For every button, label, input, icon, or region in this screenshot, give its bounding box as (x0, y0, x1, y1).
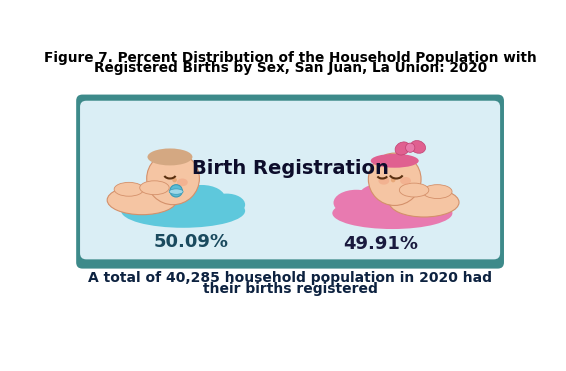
Ellipse shape (178, 185, 225, 212)
Text: Birth Registration: Birth Registration (192, 159, 388, 178)
Ellipse shape (177, 178, 188, 186)
Text: their births registered: their births registered (203, 282, 378, 296)
Ellipse shape (388, 189, 433, 214)
Ellipse shape (114, 183, 144, 196)
Circle shape (391, 178, 396, 183)
FancyBboxPatch shape (76, 95, 504, 269)
Text: A total of 40,285 household population in 2020 had: A total of 40,285 household population i… (88, 271, 492, 285)
Circle shape (368, 153, 421, 206)
Ellipse shape (400, 177, 411, 185)
Ellipse shape (148, 148, 192, 165)
Ellipse shape (379, 177, 389, 185)
Ellipse shape (147, 179, 199, 211)
Ellipse shape (423, 185, 452, 198)
Ellipse shape (371, 154, 419, 168)
Ellipse shape (140, 181, 169, 195)
Ellipse shape (389, 188, 459, 217)
Text: 49.91%: 49.91% (343, 235, 418, 253)
Ellipse shape (417, 197, 452, 218)
Circle shape (172, 178, 177, 183)
Ellipse shape (122, 186, 169, 214)
Text: 50.09%: 50.09% (153, 233, 228, 251)
Text: Figure 7. Percent Distribution of the Household Population with: Figure 7. Percent Distribution of the Ho… (44, 50, 537, 65)
FancyBboxPatch shape (80, 101, 500, 259)
Circle shape (406, 143, 415, 152)
Ellipse shape (107, 186, 177, 215)
Ellipse shape (333, 190, 379, 216)
Text: Registered Births by Sex, San Juan, La Union: 2020: Registered Births by Sex, San Juan, La U… (93, 60, 487, 75)
Ellipse shape (208, 194, 245, 216)
Circle shape (147, 152, 199, 205)
Ellipse shape (358, 183, 408, 213)
Ellipse shape (121, 194, 245, 228)
Ellipse shape (169, 189, 183, 194)
Circle shape (170, 185, 182, 197)
Ellipse shape (410, 141, 426, 153)
Ellipse shape (395, 142, 410, 155)
Ellipse shape (332, 197, 452, 229)
Ellipse shape (400, 183, 429, 197)
